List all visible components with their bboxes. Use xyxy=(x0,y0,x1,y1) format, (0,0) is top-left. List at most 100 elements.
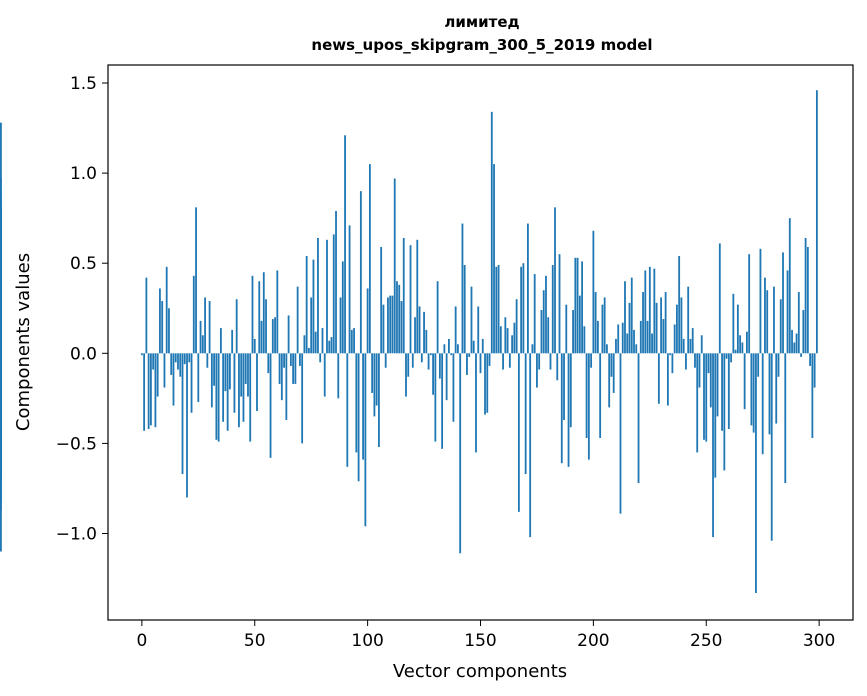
bar-235 xyxy=(671,353,674,374)
bar-49 xyxy=(251,275,254,354)
bar-254 xyxy=(714,353,717,478)
bar-119 xyxy=(409,245,412,354)
plot-area-frame xyxy=(107,64,854,621)
bar-40 xyxy=(231,329,234,354)
bar-206 xyxy=(606,344,608,354)
bar-279 xyxy=(770,353,773,541)
bar-21 xyxy=(188,353,191,363)
bar-159 xyxy=(499,326,502,354)
bar-163 xyxy=(508,353,511,368)
bar-176 xyxy=(538,353,541,370)
bar-232 xyxy=(664,292,667,354)
bar-78 xyxy=(317,237,319,354)
bar-undefined xyxy=(0,302,2,354)
bar-139 xyxy=(454,306,457,354)
bar-242 xyxy=(687,286,690,354)
bar-97 xyxy=(359,191,362,354)
y-tick-label: 0.0 xyxy=(70,344,97,364)
bar-290 xyxy=(795,333,798,354)
bar-252 xyxy=(709,353,712,408)
bar-230 xyxy=(660,297,663,354)
bar-198 xyxy=(587,353,590,460)
bar-149 xyxy=(477,306,480,354)
bar-265 xyxy=(739,335,742,354)
bar-52 xyxy=(258,281,261,354)
bar-50 xyxy=(253,338,256,354)
bar-26 xyxy=(199,320,202,354)
bar-55 xyxy=(265,299,267,354)
bar-186 xyxy=(560,353,563,464)
bar-143 xyxy=(463,265,466,354)
bar-204 xyxy=(601,304,604,354)
x-axis-ticks: 0 50 100 150 200 250 300 xyxy=(136,620,835,651)
bar-106 xyxy=(380,247,383,354)
bar-195 xyxy=(581,261,583,354)
bar-147 xyxy=(472,340,475,354)
bar-136 xyxy=(447,338,450,354)
bar-250 xyxy=(705,353,708,442)
x-tick-label: 250 xyxy=(690,631,722,651)
bar-88 xyxy=(339,297,342,354)
bar-23 xyxy=(192,275,195,354)
bar-184 xyxy=(556,353,559,381)
bar-126 xyxy=(425,329,428,354)
bar-255 xyxy=(716,353,719,417)
bar-218 xyxy=(633,329,635,354)
bar-175 xyxy=(536,353,538,388)
bar-107 xyxy=(382,304,385,354)
y-axis-label: Components values xyxy=(13,253,34,431)
bar-273 xyxy=(757,353,760,377)
x-tick-label: 100 xyxy=(351,631,383,651)
bar-134 xyxy=(443,344,446,354)
bar-148 xyxy=(475,353,477,453)
bar-187 xyxy=(563,353,565,420)
chart-title: лимитед xyxy=(444,13,519,31)
bar-237 xyxy=(676,304,678,354)
bar-105 xyxy=(378,353,380,448)
bar-298 xyxy=(813,353,816,388)
bar-101 xyxy=(368,164,371,354)
bar-170 xyxy=(524,353,527,475)
bar-211 xyxy=(617,324,620,354)
chart-subtitle: news_upos_skipgram_300_5_2019 model xyxy=(311,36,652,54)
bar-45 xyxy=(242,353,245,422)
bar-135 xyxy=(445,353,448,401)
bar-263 xyxy=(734,349,737,354)
bar-145 xyxy=(468,353,471,357)
bar-15 xyxy=(174,353,177,363)
bar-192 xyxy=(574,257,577,354)
bar-180 xyxy=(547,317,550,354)
bar-256 xyxy=(718,243,721,354)
bar-59 xyxy=(274,317,276,354)
bar-213 xyxy=(621,322,624,354)
bar-86 xyxy=(335,210,337,354)
bar-63 xyxy=(283,353,285,368)
bar-0 xyxy=(140,353,143,356)
bar-60 xyxy=(276,270,279,354)
bar-102 xyxy=(371,353,374,393)
bar-267 xyxy=(743,353,746,410)
bar-27 xyxy=(201,335,204,354)
bar-293 xyxy=(802,310,805,354)
bar-98 xyxy=(362,353,365,460)
bar-44 xyxy=(240,353,243,397)
bar-112 xyxy=(393,178,396,354)
bar-92 xyxy=(348,225,351,354)
bar-283 xyxy=(779,299,782,354)
bar-177 xyxy=(540,310,543,354)
bar-58 xyxy=(271,319,274,354)
bar-165 xyxy=(513,322,516,354)
bar-231 xyxy=(662,319,665,354)
bar-38 xyxy=(226,353,229,431)
bar-225 xyxy=(648,266,651,354)
x-tick-label: 300 xyxy=(803,631,835,651)
y-axis-ticks: −1.0 −0.5 0.0 0.5 1.0 1.5 xyxy=(56,74,108,545)
bar-87 xyxy=(337,353,340,399)
bar-280 xyxy=(773,286,775,354)
bar-93 xyxy=(350,329,353,354)
bar-61 xyxy=(278,353,281,384)
bar-196 xyxy=(583,326,586,354)
bar-172 xyxy=(529,353,532,538)
bar-132 xyxy=(438,353,441,379)
bar-284 xyxy=(782,252,784,354)
